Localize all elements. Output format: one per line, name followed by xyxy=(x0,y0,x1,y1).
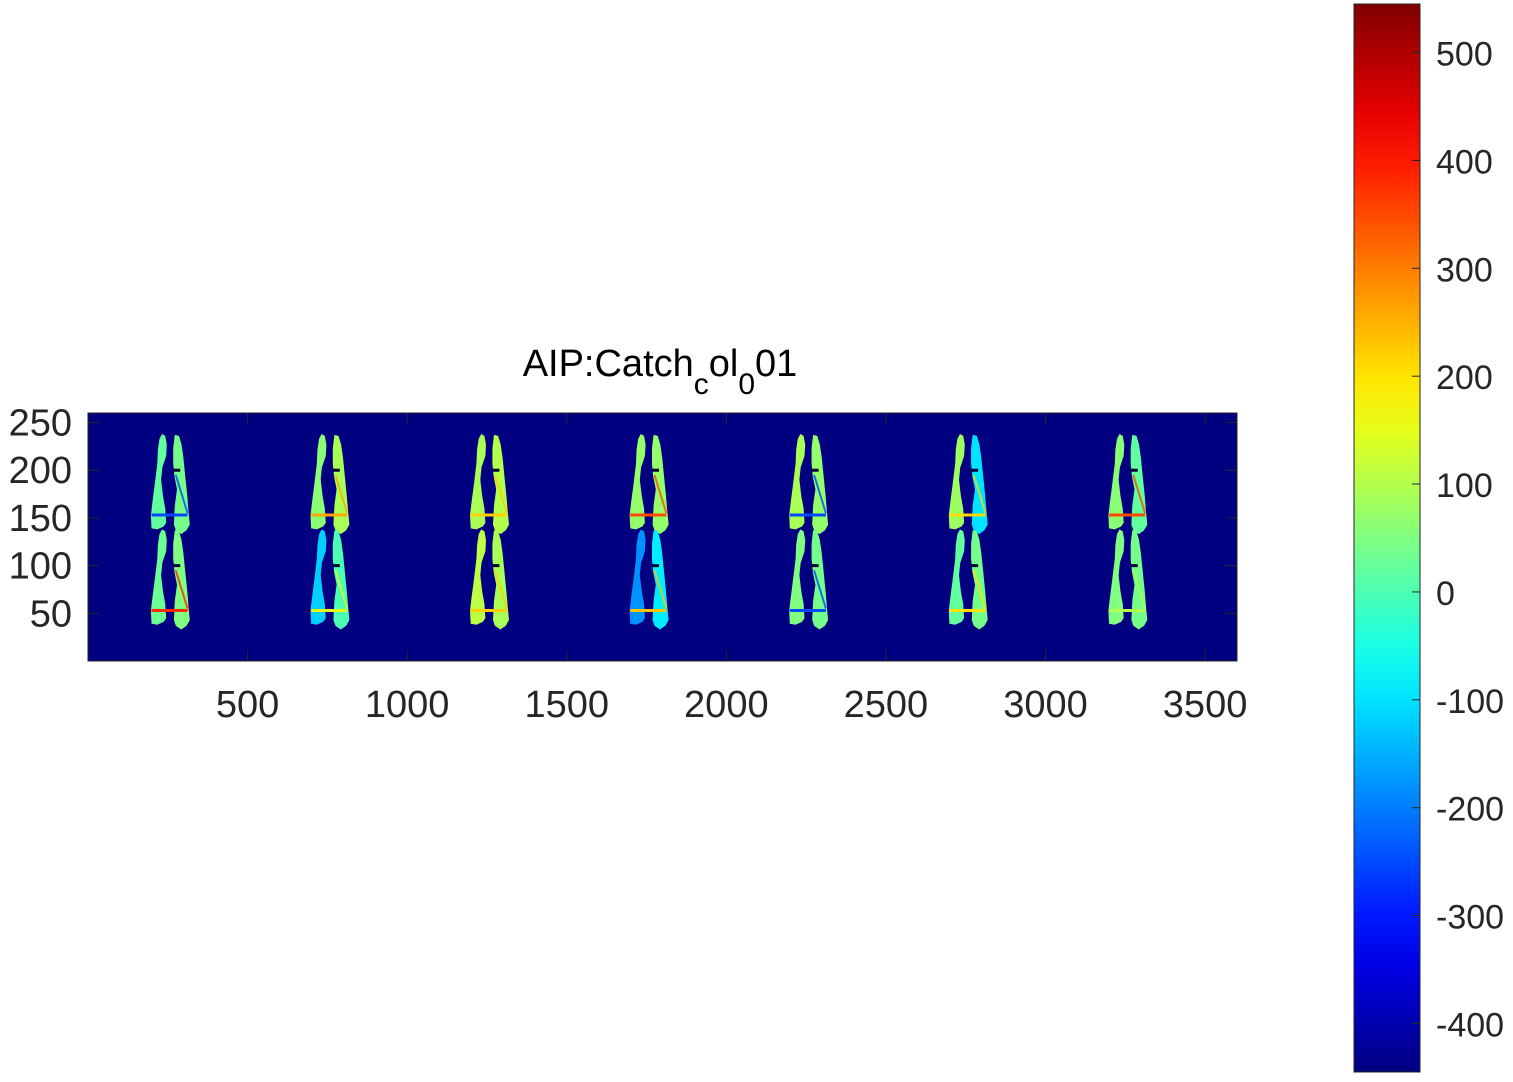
lung-vessel xyxy=(1132,570,1147,609)
lung-panel xyxy=(150,529,190,630)
lung-panel xyxy=(150,434,190,535)
x-tick-label: 3000 xyxy=(1003,684,1088,726)
lung-left xyxy=(789,529,806,625)
lung-panel xyxy=(629,529,669,630)
colorbar-tick-label: 100 xyxy=(1436,467,1493,505)
lung-panel xyxy=(789,434,829,535)
y-tick-label: 50 xyxy=(30,593,72,635)
x-tick-label: 2500 xyxy=(844,684,929,726)
lung-panel xyxy=(629,434,669,535)
lung-vessel xyxy=(813,474,827,514)
colorbar-tick-label: 500 xyxy=(1436,36,1493,74)
lung-vessel xyxy=(334,474,349,514)
lung-panel xyxy=(948,434,988,535)
lung-vessel xyxy=(653,570,668,609)
colorbar-tick-label: 300 xyxy=(1436,251,1493,289)
x-tick-label: 500 xyxy=(216,684,279,726)
lung-vessel xyxy=(493,474,508,514)
lung-vessel xyxy=(653,474,668,514)
lung-vessel xyxy=(334,570,349,609)
lung-panel xyxy=(470,529,509,630)
colorbar-frame xyxy=(1353,3,1421,1073)
x-tick-label: 3500 xyxy=(1163,684,1248,726)
y-tick-label: 100 xyxy=(9,546,72,588)
lung-left xyxy=(150,529,167,625)
lung-left xyxy=(1108,434,1125,530)
lung-left xyxy=(629,529,646,625)
colorbar-tick-label: -400 xyxy=(1436,1006,1504,1044)
lung-left xyxy=(470,529,486,625)
colorbar-tick-label: -100 xyxy=(1436,683,1504,721)
lung-left xyxy=(470,434,486,530)
axes-frame xyxy=(87,412,1238,662)
lung-panel xyxy=(470,434,509,535)
lung-vessel xyxy=(1132,474,1147,514)
lung-panel xyxy=(1108,434,1148,535)
lung-panel xyxy=(1108,529,1148,630)
lung-left xyxy=(310,434,327,530)
lung-vessel xyxy=(174,474,189,514)
lung-left xyxy=(150,434,167,530)
lung-vessel xyxy=(813,570,827,609)
colorbar-tick-label: 200 xyxy=(1436,359,1493,397)
colorbar-tick-label: 0 xyxy=(1436,575,1455,613)
lung-left xyxy=(948,529,965,625)
lung-left xyxy=(310,529,327,625)
x-tick-label: 1000 xyxy=(365,684,450,726)
title-subscript-2: 0 xyxy=(738,368,756,401)
lung-vessel xyxy=(972,474,987,514)
x-tick-label: 1500 xyxy=(524,684,609,726)
x-tick-label: 2000 xyxy=(684,684,769,726)
lung-left xyxy=(629,434,646,530)
lung-vessel xyxy=(174,570,189,609)
colorbar-tick-label: -200 xyxy=(1436,791,1504,829)
image-panels xyxy=(150,434,1148,630)
lung-vessel xyxy=(493,570,508,609)
chart-title: AIP:Catchcol001 xyxy=(340,343,980,401)
colorbar xyxy=(1354,4,1420,1072)
lung-left xyxy=(789,434,806,530)
lung-left xyxy=(1108,529,1125,625)
title-part-1: AIP:Catch xyxy=(522,343,694,385)
title-part-2: ol xyxy=(708,343,739,385)
lung-panel xyxy=(310,434,350,535)
colorbar-tick-label: 400 xyxy=(1436,143,1493,181)
lung-panel xyxy=(310,529,350,630)
colorbar-tick-label: -300 xyxy=(1436,899,1504,937)
y-tick-label: 200 xyxy=(9,450,72,492)
title-subscript-1: c xyxy=(693,368,709,401)
lung-vessel xyxy=(972,570,987,609)
title-part-3: 01 xyxy=(755,343,798,385)
lung-left xyxy=(948,434,965,530)
lung-panel xyxy=(789,529,829,630)
lung-panel xyxy=(948,529,988,630)
y-tick-label: 250 xyxy=(9,403,72,445)
y-tick-label: 150 xyxy=(9,498,72,540)
